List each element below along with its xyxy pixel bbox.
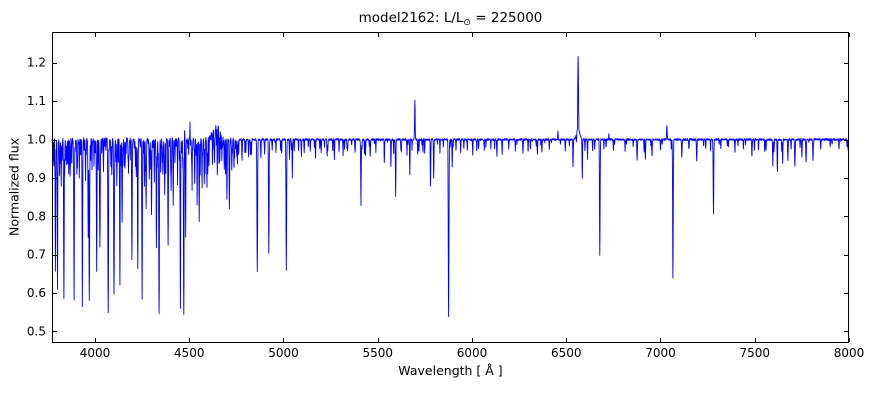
y-tick-label: 0.7 (27, 248, 46, 262)
plot-title-prefix: model2162: L/L (358, 10, 464, 26)
y-tick-label: 1.2 (27, 56, 46, 70)
x-tick-label: 6000 (457, 346, 488, 360)
y-tick-label: 0.9 (27, 171, 46, 185)
axes-frame (52, 32, 849, 343)
spectrum-line (51, 56, 850, 318)
y-axis-label: Normalized flux (6, 137, 22, 237)
x-tick-label: 4000 (80, 346, 111, 360)
plot-title: model2162: L/L⊙ = 225000 (52, 10, 849, 28)
plot-title-suffix: = 225000 (470, 10, 543, 26)
x-tick-label: 7000 (645, 346, 676, 360)
x-axis-label: Wavelength [ Å ] (398, 363, 503, 378)
y-tick-label: 0.5 (27, 324, 46, 338)
y-tick-label: 1.1 (27, 94, 46, 108)
solar-symbol: ⊙ (463, 18, 471, 28)
x-tick-label: 4500 (174, 346, 205, 360)
x-tick-label: 5500 (362, 346, 393, 360)
x-tick-label: 6500 (551, 346, 582, 360)
x-tick-label: 5000 (268, 346, 299, 360)
x-tick-label: 7500 (739, 346, 770, 360)
y-tick-label: 1.0 (27, 133, 46, 147)
x-tick-label: 8000 (834, 346, 865, 360)
y-tick-label: 0.6 (27, 286, 46, 300)
y-tick-label: 0.8 (27, 209, 46, 223)
